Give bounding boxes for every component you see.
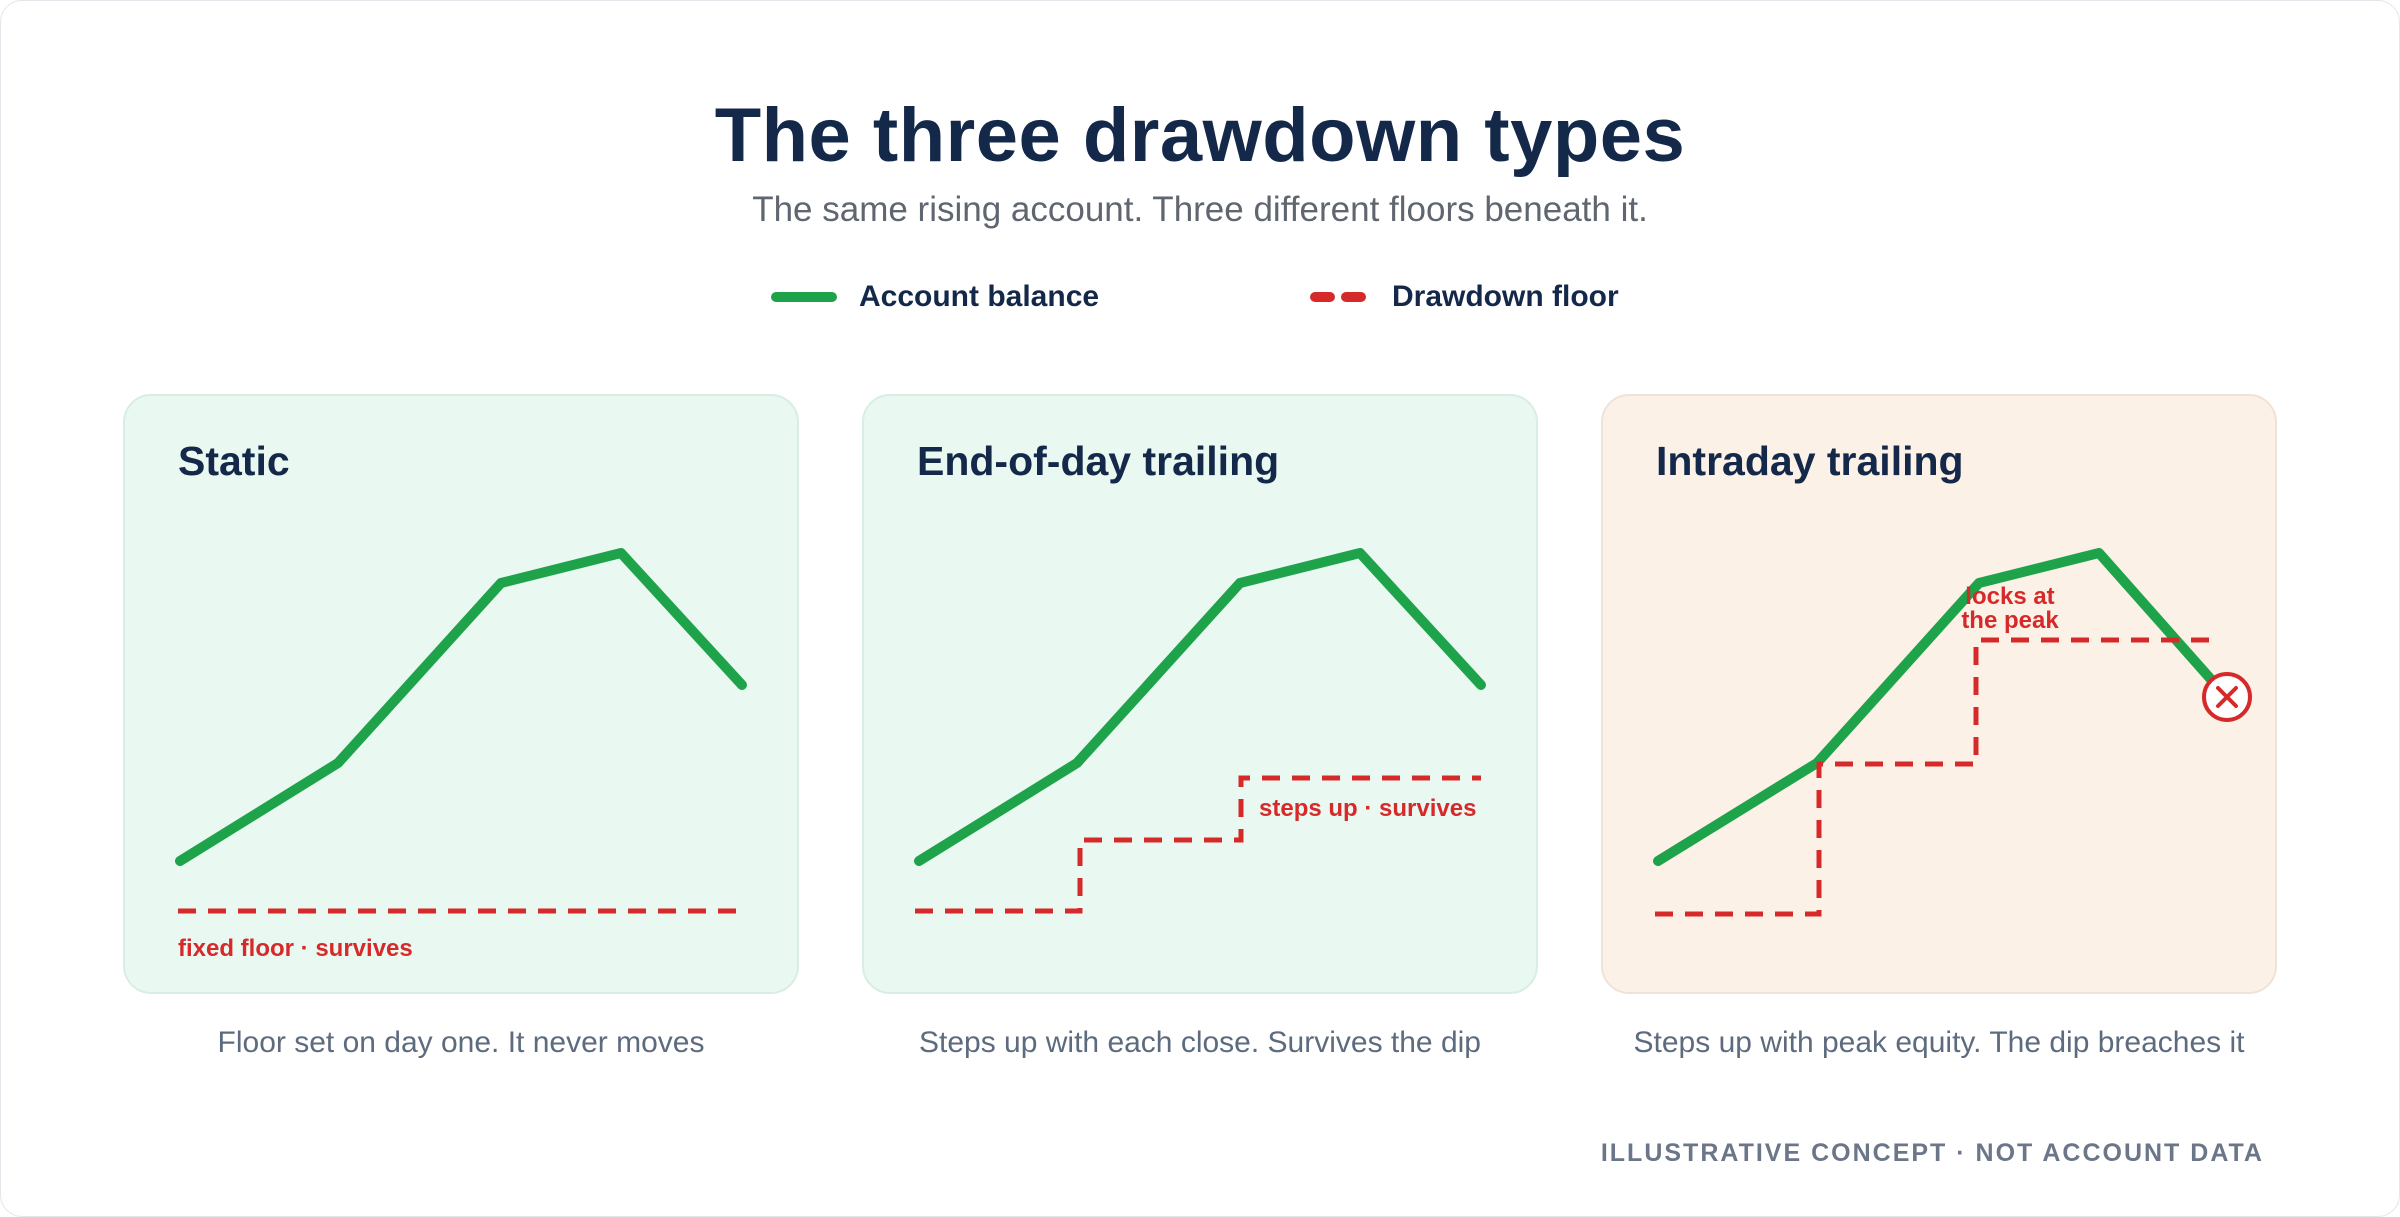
x-circle-icon [2202, 672, 2252, 722]
floor-annotation-line2: the peak [1961, 607, 2059, 634]
green-line-swatch-icon [771, 292, 837, 302]
figure-title: The three drawdown types [714, 93, 1686, 178]
panel-eod-caption: Steps up with each close. Survives the d… [919, 1026, 1481, 1059]
panel-intraday-caption: Steps up with peak equity. The dip breac… [1633, 1026, 2245, 1059]
panel-static: Static fixed floor · survives [123, 394, 799, 994]
legend-balance-label: Account balance [859, 280, 1100, 313]
balance-line [914, 548, 1486, 866]
panel-title: Intraday trailing [1656, 438, 1964, 484]
legend-floor: Drawdown floor [1310, 277, 1619, 317]
panel-eod-diagram: steps up · survives [914, 548, 1486, 914]
floor-annotation-line1: locks at [1965, 583, 2054, 610]
red-dashed-line-swatch-icon [1310, 292, 1370, 302]
floor-annotation: fixed floor · survives [178, 935, 413, 962]
panel-end-of-day-trailing: End-of-day trailing steps up · survives [862, 394, 1538, 994]
footer-disclaimer: ILLUSTRATIVE CONCEPT · NOT ACCOUNT DATA [1600, 1139, 2264, 1167]
balance-line [1653, 548, 2221, 866]
panel-intraday-trailing: Intraday trailing locks at the peak [1601, 394, 2277, 994]
panel-static-caption: Floor set on day one. It never moves [217, 1026, 705, 1059]
panel-intraday-diagram: locks at the peak [1653, 548, 2252, 917]
legend-balance: Account balance [771, 277, 1099, 317]
legend-floor-label: Drawdown floor [1392, 280, 1619, 313]
panel-static-diagram: fixed floor · survives [175, 548, 747, 962]
floor-line [1655, 637, 2212, 917]
panel-title: Static [178, 438, 290, 484]
floor-annotation: steps up · survives [1259, 795, 1476, 822]
figure-subtitle: The same rising account. Three different… [752, 190, 1648, 229]
panel-title: End-of-day trailing [917, 438, 1280, 484]
floor-line [915, 775, 1481, 914]
balance-line [175, 548, 747, 866]
